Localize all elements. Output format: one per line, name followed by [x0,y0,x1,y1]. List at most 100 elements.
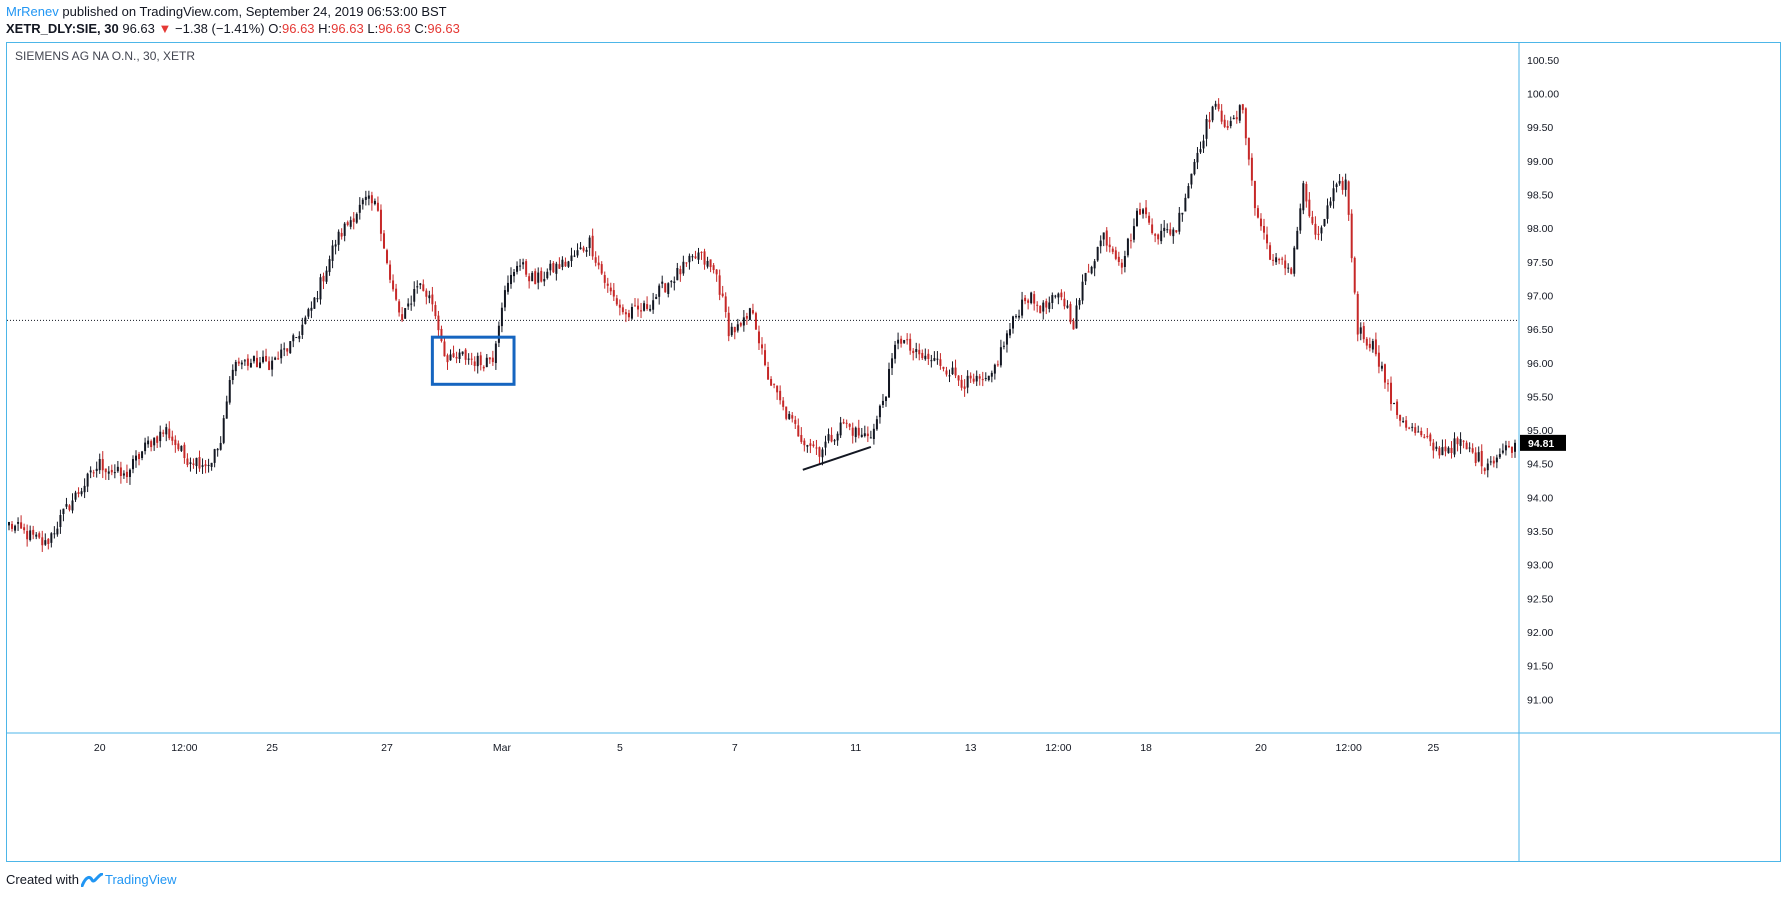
candle-body [1386,383,1389,385]
candle [59,509,62,534]
candle-body [1247,137,1250,160]
candle-body [818,447,821,457]
candle-body [1480,450,1483,467]
candle-body [1308,199,1311,217]
x-tick-label: 13 [965,742,977,754]
trend-line[interactable] [802,445,872,471]
candle [609,282,612,296]
candle-body [95,468,98,472]
candle-body [101,459,104,471]
last-price-tag [1520,434,1566,451]
candle [978,373,981,386]
candle [125,464,128,483]
candle [14,524,17,534]
candle [1426,427,1429,439]
candle [180,445,183,453]
candle-body [1287,267,1290,269]
candle-body [1129,240,1132,242]
candle-body [1220,110,1223,122]
candle-body [1284,260,1287,269]
open-label: O: [268,21,282,36]
candle [389,260,392,284]
candle [1432,439,1435,459]
candle [881,393,884,408]
candle [1341,176,1344,195]
candle [1163,220,1166,238]
candle [1012,315,1014,334]
candle [1510,446,1513,458]
candle-body [1078,300,1081,306]
candle [1145,200,1148,219]
candle [419,282,422,290]
candle-body [255,357,258,368]
candle [1408,426,1411,430]
candle-body [1081,281,1084,301]
candle [234,359,237,376]
candle [71,493,74,514]
candle [1311,210,1314,226]
candle [192,458,195,469]
candle [558,257,561,269]
author-link[interactable]: MrRenev [6,4,59,19]
candle-body [918,349,921,355]
candle [1123,250,1126,273]
candle-body [313,297,316,309]
candle [951,361,954,375]
candle-body [116,466,119,472]
candle-body [89,470,92,473]
candle [255,350,258,368]
candle-body [697,252,700,260]
candle [733,326,736,340]
candle-body [779,390,782,401]
candle-body [156,436,159,443]
candle-body [219,442,222,450]
candle-body [969,375,972,379]
candle-body [800,435,803,442]
candle [954,359,957,379]
candle-body [1172,229,1175,237]
candle [1045,298,1048,315]
candle-body [343,223,346,236]
candle [703,248,706,270]
candle-body [165,427,168,435]
highlight-box[interactable] [430,335,516,386]
candle-body [1341,181,1344,190]
candle-body [1359,327,1362,334]
candle-body [546,271,549,279]
candle-body [231,369,234,380]
candle [848,423,851,431]
candle-body [915,349,918,352]
candle-body [147,440,150,445]
candle [1178,206,1181,235]
candle [503,285,506,312]
candle [116,460,119,473]
candle [1018,309,1021,320]
candle [754,311,757,330]
candle-body [685,262,688,264]
candlestick-chart[interactable]: SIEMENS AG NA O.N., 30, XETR 91.00 91.50 9… [7,43,1780,861]
candle-body [1184,197,1187,212]
candle [1214,100,1217,110]
candle [131,455,134,474]
candle [612,283,615,302]
candle [999,339,1002,368]
candle-body [135,455,138,461]
candle [1033,290,1036,311]
candle-body [1096,246,1099,261]
candle [1139,202,1142,216]
candle-body [1117,256,1120,263]
candle-body [240,362,243,365]
tradingview-logo[interactable]: TradingView [80,872,177,888]
candle [510,267,512,289]
candle-body [1510,446,1513,453]
candle [497,321,500,348]
candle [1320,225,1323,241]
x-tick-label: 11 [850,742,861,754]
candle-body [1399,414,1402,421]
candle [561,256,564,271]
candle-body [1266,234,1269,244]
candle [546,268,549,280]
candle-body [770,379,773,386]
candle-body [869,437,872,439]
candle-body [1060,292,1063,298]
